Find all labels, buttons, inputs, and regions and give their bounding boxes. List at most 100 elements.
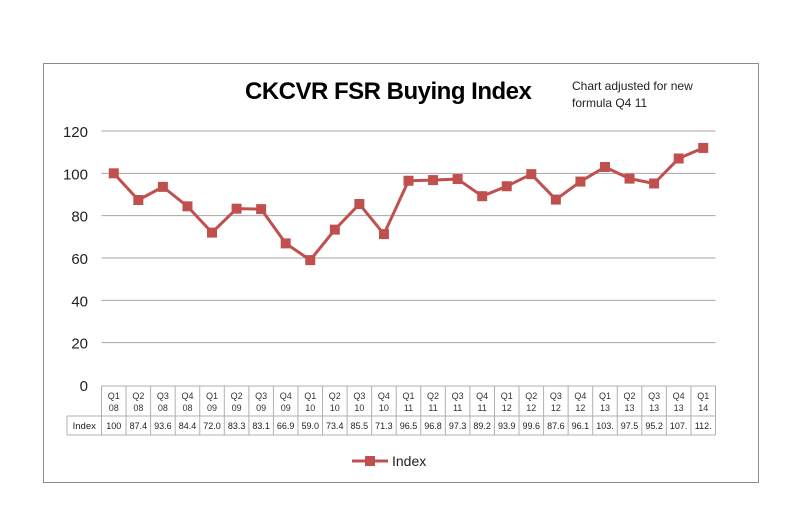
- data-point: [575, 176, 586, 187]
- data-point: [329, 224, 340, 235]
- data-point: [280, 238, 291, 249]
- y-tick-label: 120: [63, 124, 88, 141]
- data-point: [157, 181, 168, 192]
- x-tick-label: Q3: [452, 391, 464, 401]
- table-series-label: Index: [73, 421, 96, 432]
- data-table-value: 87.6: [547, 421, 565, 431]
- data-point: [133, 195, 144, 206]
- chart-title: CKCVR FSR Buying Index: [245, 78, 532, 105]
- data-table-value: 83.1: [252, 421, 270, 431]
- x-tick-label: 12: [526, 403, 536, 413]
- x-tick-label: Q2: [231, 391, 243, 401]
- x-tick-label: Q2: [624, 391, 636, 401]
- x-tick-label: 12: [502, 403, 512, 413]
- data-point: [207, 227, 218, 238]
- data-table-value: 93.6: [154, 421, 172, 431]
- x-tick-label: Q1: [304, 391, 316, 401]
- data-table-value: 73.4: [326, 421, 344, 431]
- data-point: [428, 175, 439, 186]
- x-tick-label: Q3: [157, 391, 169, 401]
- data-table-value: 95.2: [645, 421, 663, 431]
- data-point: [673, 153, 684, 164]
- series-line: [112, 146, 704, 262]
- x-tick-label: Q1: [108, 391, 120, 401]
- data-table-value: 89.2: [473, 421, 491, 431]
- x-tick-label: Q4: [181, 391, 193, 401]
- x-tick-label: 14: [698, 403, 708, 413]
- y-tick-label: 80: [71, 209, 88, 226]
- data-table-value: 99.6: [523, 421, 541, 431]
- data-point: [108, 168, 119, 179]
- y-tick-label: 20: [71, 336, 88, 353]
- x-tick-label: Q4: [476, 391, 488, 401]
- x-tick-label: 08: [109, 403, 119, 413]
- y-tick-label: 100: [63, 166, 88, 183]
- data-point: [477, 191, 488, 202]
- y-tick-label: 60: [71, 251, 88, 268]
- x-tick-label: Q2: [427, 391, 439, 401]
- data-table-value: 100: [106, 421, 121, 431]
- x-tick-label: Q3: [648, 391, 660, 401]
- legend-marker: [365, 456, 375, 466]
- data-point: [698, 142, 709, 153]
- data-point: [378, 229, 389, 240]
- x-tick-label: Q1: [501, 391, 513, 401]
- data-point: [649, 178, 660, 189]
- data-point: [256, 204, 267, 215]
- x-tick-label: 08: [158, 403, 168, 413]
- x-tick-label: 10: [330, 403, 340, 413]
- x-tick-label: Q2: [525, 391, 537, 401]
- x-tick-label: 11: [453, 403, 462, 413]
- x-tick-label: Q3: [255, 391, 267, 401]
- data-table-value: 103.: [596, 421, 614, 431]
- data-point: [452, 174, 463, 185]
- x-tick-label: Q1: [206, 391, 218, 401]
- x-tick-label: 13: [625, 403, 635, 413]
- x-tick-label: 08: [133, 403, 143, 413]
- data-point: [231, 203, 242, 214]
- x-tick-label: 09: [232, 403, 242, 413]
- x-tick-label: Q3: [550, 391, 562, 401]
- x-tick-label: Q4: [378, 391, 390, 401]
- data-point: [526, 169, 537, 180]
- x-tick-label: 09: [256, 403, 266, 413]
- data-table-value: 96.8: [424, 421, 442, 431]
- data-point: [599, 161, 610, 172]
- y-tick-label: 0: [80, 378, 88, 395]
- x-tick-label: Q2: [132, 391, 144, 401]
- data-point: [403, 175, 414, 186]
- data-table-value: 97.5: [621, 421, 639, 431]
- data-table-value: 93.9: [498, 421, 516, 431]
- x-tick-label: 10: [354, 403, 364, 413]
- x-tick-label: Q4: [574, 391, 586, 401]
- x-tick-label: 11: [404, 403, 413, 413]
- data-table-value: 87.4: [130, 421, 148, 431]
- x-tick-label: 13: [674, 403, 684, 413]
- data-table-value: 83.3: [228, 421, 246, 431]
- x-tick-label: 13: [649, 403, 659, 413]
- data-point: [305, 255, 316, 266]
- data-table-value: 85.5: [351, 421, 369, 431]
- x-tick-label: Q4: [673, 391, 685, 401]
- x-tick-label: Q1: [697, 391, 709, 401]
- x-tick-label: Q1: [599, 391, 611, 401]
- x-tick-label: 08: [182, 403, 192, 413]
- x-tick-label: Q3: [353, 391, 365, 401]
- data-table-value: 72.0: [203, 421, 221, 431]
- data-table-value: 112.: [695, 421, 712, 431]
- data-point: [550, 194, 561, 205]
- data-table-value: 66.9: [277, 421, 295, 431]
- y-tick-label: 40: [71, 293, 88, 310]
- legend-label: Index: [392, 453, 426, 469]
- x-tick-label: Q4: [280, 391, 292, 401]
- data-point: [182, 201, 193, 212]
- x-tick-label: Q1: [402, 391, 414, 401]
- data-table-value: 84.4: [179, 421, 197, 431]
- data-table-value: 71.3: [375, 421, 393, 431]
- data-table-value: 96.1: [572, 421, 590, 431]
- x-tick-label: 09: [281, 403, 291, 413]
- x-tick-label: 10: [305, 403, 315, 413]
- data-point: [624, 173, 635, 184]
- x-tick-label: 12: [551, 403, 561, 413]
